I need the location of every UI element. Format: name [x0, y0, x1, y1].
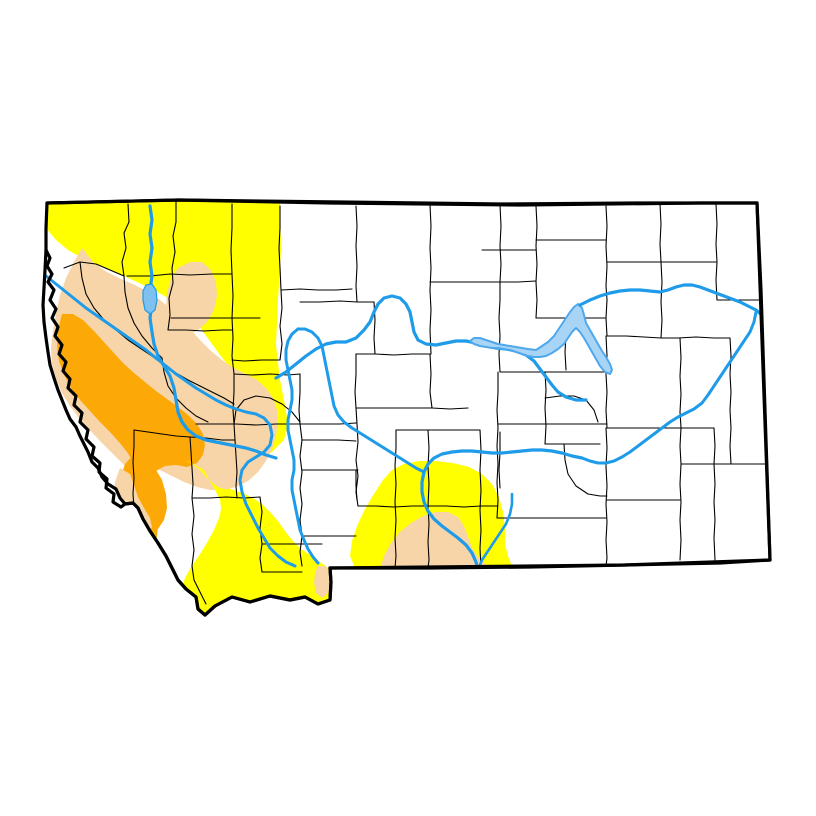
county-line [544, 371, 547, 445]
county-line [230, 203, 234, 319]
county-line [563, 443, 608, 497]
drought-area-south-notch-tan [314, 566, 331, 598]
county-line [132, 429, 135, 509]
county-line [191, 497, 207, 605]
county-line [355, 407, 469, 410]
county-line [606, 335, 731, 339]
county-line [123, 275, 163, 359]
county-line [429, 353, 433, 409]
county-line [498, 281, 501, 373]
county-line [427, 505, 499, 508]
river-missouri-upper [148, 204, 278, 460]
county-line [232, 373, 236, 441]
county-line [299, 423, 303, 567]
county-line [298, 373, 301, 425]
county-line [189, 436, 194, 499]
river-missouri-mid [274, 294, 588, 402]
county-line [299, 300, 375, 303]
county-boundary-layer [63, 200, 767, 605]
county-line [301, 439, 357, 442]
lake-fort-peck [469, 303, 613, 375]
drought-area-northwest-d1 [57, 314, 205, 549]
county-line [199, 385, 235, 405]
state-outline-west-jagged [44, 248, 140, 510]
county-line [496, 371, 499, 519]
county-line [195, 423, 301, 426]
county-line [429, 280, 537, 283]
county-line [713, 427, 716, 561]
water-layer [44, 204, 764, 572]
county-line [233, 373, 301, 376]
county-line [280, 288, 353, 291]
county-line [355, 353, 431, 356]
river-clark-fork [44, 274, 297, 568]
river-bighorn [476, 492, 514, 572]
county-line [259, 496, 263, 573]
county-line [660, 261, 663, 339]
county-line [535, 205, 538, 319]
county-line [679, 337, 682, 465]
county-line [126, 273, 233, 277]
county-line [231, 317, 235, 375]
county-line [167, 200, 177, 331]
county-line [121, 203, 130, 277]
state-outline-south-jagged [136, 506, 333, 617]
county-line [605, 335, 608, 429]
river-yellowstone [420, 448, 584, 572]
drought-area-nw-tan-pocket [166, 262, 217, 335]
state-outline-south-east [328, 558, 772, 570]
state-outline-east [755, 201, 772, 562]
county-line [605, 427, 608, 567]
river-yellowstone-upper [296, 327, 426, 474]
county-line [357, 505, 429, 508]
county-line [278, 205, 282, 291]
county-line [679, 463, 682, 561]
county-line [429, 204, 432, 355]
river-jefferson [284, 327, 320, 565]
lake-flathead [142, 283, 158, 315]
county-line [167, 329, 233, 332]
county-line [63, 261, 125, 277]
county-line [354, 353, 358, 425]
river-milk [580, 310, 758, 465]
county-line [355, 205, 358, 303]
drought-area-south-central-tan [380, 512, 492, 568]
county-line [498, 431, 501, 489]
county-line [715, 203, 718, 301]
county-line [355, 469, 358, 501]
county-line [133, 429, 236, 441]
county-line [231, 359, 281, 362]
county-line [279, 289, 283, 361]
county-line [79, 261, 141, 349]
county-line [191, 496, 261, 499]
river-missouri-northeast [578, 283, 764, 317]
state-outline-north [45, 198, 759, 206]
drought-area-southwest-yellow-strip [186, 460, 332, 615]
county-line [659, 203, 662, 263]
county-line [605, 205, 608, 337]
county-line [499, 204, 502, 283]
county-line [234, 439, 238, 499]
county-line [544, 395, 599, 423]
